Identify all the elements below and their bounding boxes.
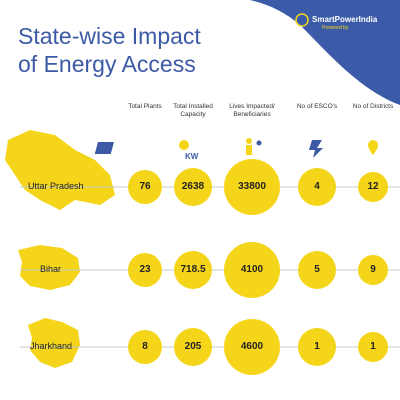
value: 33800	[238, 181, 266, 192]
logo-tagline: Powered by	[322, 25, 349, 31]
column-header: Total Installed Capacity	[173, 103, 213, 118]
map-uttar-pradesh	[5, 130, 115, 210]
value: 1	[314, 341, 320, 352]
value-circle	[128, 253, 162, 287]
column-header: Total Plants	[128, 103, 162, 110]
value-circle	[224, 242, 280, 298]
value: 23	[139, 264, 151, 275]
state-name: Jharkhand	[30, 341, 73, 351]
value-circle	[358, 172, 388, 202]
column-header: No of Districts	[352, 103, 394, 110]
value: 4600	[240, 341, 264, 352]
person-icon-body	[246, 145, 252, 155]
title: State-wise Impact of Energy Access	[18, 23, 201, 77]
value-circle	[224, 159, 280, 215]
value-circle	[298, 251, 336, 289]
value-circle	[224, 319, 280, 375]
map-bihar	[18, 245, 80, 290]
sun-icon	[179, 140, 189, 150]
value-circle	[174, 328, 212, 366]
value: 4100	[240, 264, 264, 275]
value: 205	[184, 341, 202, 352]
corner-banner	[250, 0, 400, 105]
kw-icon-text: KW	[185, 152, 199, 161]
map-jharkhand	[28, 318, 80, 368]
value: 12	[367, 181, 379, 192]
pin-icon	[368, 140, 378, 155]
column-header: No of ESCO's	[296, 103, 338, 110]
value: 1	[370, 341, 376, 352]
solar-panel-icon	[94, 142, 114, 154]
value: 4	[314, 181, 320, 192]
value-circle	[358, 255, 388, 285]
column-header: Lives Impacted/ Beneficiaries	[229, 103, 275, 118]
value-circle	[128, 330, 162, 364]
value: 2638	[181, 181, 205, 192]
value: 718.5	[180, 264, 206, 275]
value: 9	[370, 264, 376, 275]
bolt-icon	[309, 140, 323, 158]
state-name: Bihar	[40, 264, 62, 274]
state-name: Uttar Pradesh	[28, 181, 84, 191]
value-circle	[298, 168, 336, 206]
logo-name: SmartPowerIndia	[312, 15, 378, 24]
value-circle	[174, 168, 212, 206]
value-circle	[298, 328, 336, 366]
value-circle	[358, 332, 388, 362]
value-circle	[128, 170, 162, 204]
value: 8	[142, 341, 148, 352]
value: 76	[139, 181, 151, 192]
value-circle	[174, 251, 212, 289]
column-icons	[94, 138, 378, 158]
person-icon	[246, 138, 252, 144]
logo-icon	[295, 13, 309, 27]
person-icon-small	[256, 140, 262, 146]
value: 5	[314, 264, 320, 275]
